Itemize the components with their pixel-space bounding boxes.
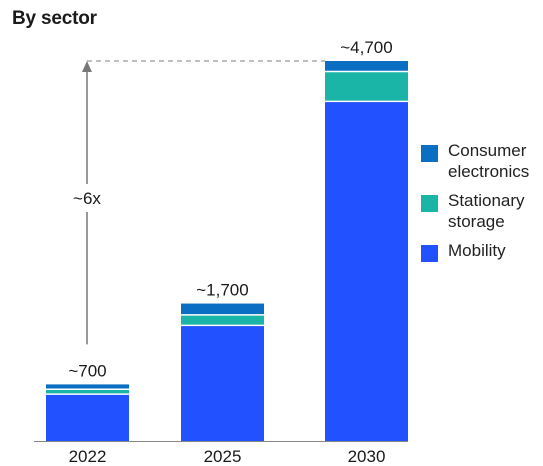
bar-2030-consumer-electronics [325,61,408,72]
x-tick-label-2022: 2022 [69,447,107,466]
growth-multiplier-label: ~6x [73,189,101,208]
bar-2022-consumer-electronics [46,384,129,390]
legend-swatch-stationary-storage [421,195,438,212]
legend-label-consumer-electronics: Consumer electronics [448,141,530,181]
bar-2022-mobility [46,394,129,441]
total-label-2025: ~1,700 [196,281,248,300]
legend-label-mobility: Mobility [448,241,506,260]
legend-swatch-consumer-electronics [421,145,438,162]
bar-2022-stationary-storage [46,389,129,395]
bar-2030-stationary-storage [325,71,408,102]
legend-swatch-mobility [421,245,438,262]
x-tick-label-2030: 2030 [348,447,386,466]
legend-item-mobility: Mobility [421,240,543,262]
bar-2025-consumer-electronics [181,303,264,315]
total-label-2022: ~700 [68,361,106,380]
chart-title: By sector [12,8,97,29]
x-tick-label-2025: 2025 [204,447,242,466]
bar-2025-stationary-storage [181,314,264,326]
legend-item-stationary-storage: Stationary storage [421,190,543,232]
growth-arrow-head [82,61,92,72]
bar-2030-mobility [325,101,408,441]
bar-2025-mobility [181,325,264,441]
legend: Consumer electronics Stationary storage … [421,140,543,269]
total-label-2030: ~4,700 [340,38,392,57]
legend-item-consumer-electronics: Consumer electronics [421,140,543,182]
legend-label-stationary-storage: Stationary storage [448,191,525,231]
